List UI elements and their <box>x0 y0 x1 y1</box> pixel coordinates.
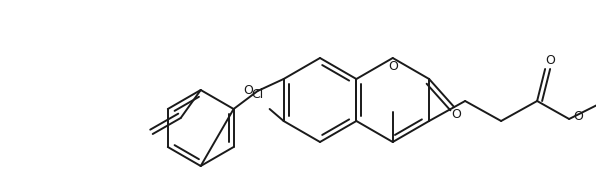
Text: O: O <box>388 60 398 73</box>
Text: O: O <box>545 54 555 67</box>
Text: O: O <box>451 108 461 121</box>
Text: O: O <box>244 83 253 96</box>
Text: O: O <box>573 109 583 122</box>
Text: Cl: Cl <box>252 88 264 101</box>
